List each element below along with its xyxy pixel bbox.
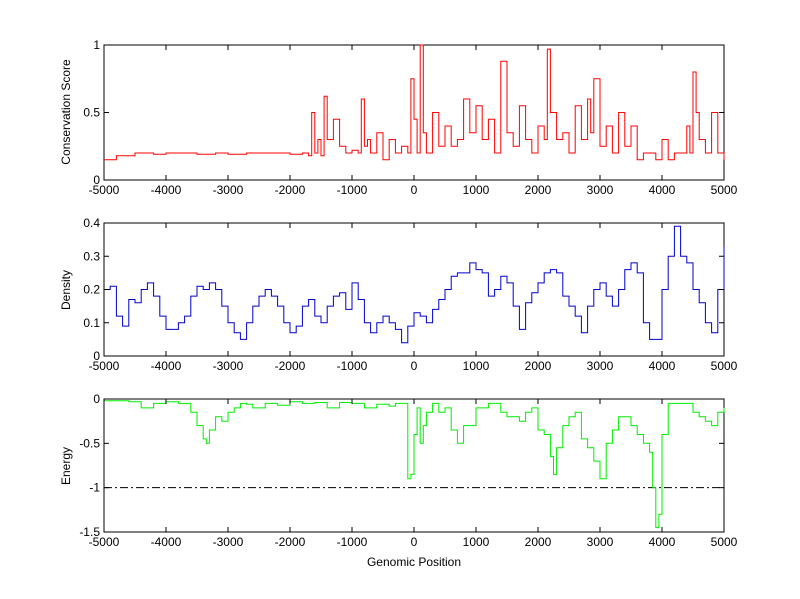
density-xtick-label: 4000 bbox=[649, 359, 676, 373]
conservation-xtick-label: 4000 bbox=[649, 183, 676, 197]
energy-panel: -5000 -4000 -3000 -2000 -1000 0 1000 2000 3000 40… bbox=[59, 392, 738, 549]
conservation-xtick-label: 2000 bbox=[525, 183, 552, 197]
density-xtick-label: 0 bbox=[411, 359, 418, 373]
conservation-xtick-label: -1000 bbox=[337, 183, 368, 197]
energy-xtick-label: 0 bbox=[411, 535, 418, 549]
conservation-ytick-label: 0.5 bbox=[83, 106, 100, 120]
density-series bbox=[104, 225, 725, 344]
energy-xtick-label: -3000 bbox=[213, 535, 244, 549]
density-ytick-label: 0.3 bbox=[83, 249, 100, 263]
conservation-ytick-label: 0 bbox=[93, 173, 100, 187]
conservation-xtick-label: 1000 bbox=[463, 183, 490, 197]
x-axis-label: Genomic Position bbox=[367, 555, 461, 569]
conservation-ylabel: Conservation Score bbox=[59, 59, 73, 165]
density-xtick-label: -4000 bbox=[151, 359, 182, 373]
density-ytick-label: 0 bbox=[93, 349, 100, 363]
energy-xtick-label: 4000 bbox=[649, 535, 676, 549]
energy-ticks: -5000 -4000 -3000 -2000 -1000 0 1000 2000 3000 40… bbox=[79, 392, 737, 549]
energy-xtick-label: -5000 bbox=[89, 535, 120, 549]
energy-series-line-0 bbox=[104, 400, 725, 529]
energy-series bbox=[104, 400, 725, 529]
density-ytick-label: 0.2 bbox=[83, 283, 100, 297]
energy-xtick-label: 1000 bbox=[463, 535, 490, 549]
density-ytick-label: 0.1 bbox=[83, 316, 100, 330]
energy-xtick-label: 3000 bbox=[587, 535, 614, 549]
conservation-xtick-label: 0 bbox=[411, 183, 418, 197]
energy-ytick-label: -0.5 bbox=[79, 436, 100, 450]
density-xtick-label: 5000 bbox=[711, 359, 738, 373]
density-ylabel: Density bbox=[59, 270, 73, 310]
conservation-xtick-label: -4000 bbox=[151, 183, 182, 197]
energy-ytick-label: 0 bbox=[93, 392, 100, 406]
density-panel: -5000 -4000 -3000 -2000 -1000 0 1000 2000 3000 40… bbox=[59, 216, 738, 373]
density-xtick-label: -2000 bbox=[275, 359, 306, 373]
conservation-xtick-label: -3000 bbox=[213, 183, 244, 197]
energy-ylabel: Energy bbox=[59, 447, 73, 485]
energy-xtick-label: -2000 bbox=[275, 535, 306, 549]
density-ticks: -5000 -4000 -3000 -2000 -1000 0 1000 2000 3000 40… bbox=[83, 216, 737, 373]
density-xtick-label: -5000 bbox=[89, 359, 120, 373]
conservation-xtick-label: 3000 bbox=[587, 183, 614, 197]
energy-ytick-label: -1.5 bbox=[79, 525, 100, 539]
conservation-xtick-label: -2000 bbox=[275, 183, 306, 197]
energy-xtick-label: 2000 bbox=[525, 535, 552, 549]
energy-xtick-label: 5000 bbox=[711, 535, 738, 549]
conservation-panel: -5000 -4000 -3000 -2000 -1000 0 1000 2000 3000 40… bbox=[59, 38, 738, 197]
conservation-ytick-label: 1 bbox=[93, 38, 100, 52]
energy-ytick-label: -1 bbox=[89, 481, 100, 495]
conservation-series-line-0 bbox=[104, 44, 725, 161]
density-xtick-label: -3000 bbox=[213, 359, 244, 373]
energy-xtick-label: -1000 bbox=[337, 535, 368, 549]
conservation-ticks: -5000 -4000 -3000 -2000 -1000 0 1000 2000 3000 40… bbox=[83, 38, 737, 197]
conservation-series bbox=[104, 44, 725, 161]
conservation-xtick-label: -5000 bbox=[89, 183, 120, 197]
density-xtick-label: 3000 bbox=[587, 359, 614, 373]
density-series-line-0 bbox=[104, 225, 725, 344]
density-xtick-label: -1000 bbox=[337, 359, 368, 373]
energy-xtick-label: -4000 bbox=[151, 535, 182, 549]
density-xtick-label: 2000 bbox=[525, 359, 552, 373]
conservation-xtick-label: 5000 bbox=[711, 183, 738, 197]
density-xtick-label: 1000 bbox=[463, 359, 490, 373]
density-ytick-label: 0.4 bbox=[83, 216, 100, 230]
